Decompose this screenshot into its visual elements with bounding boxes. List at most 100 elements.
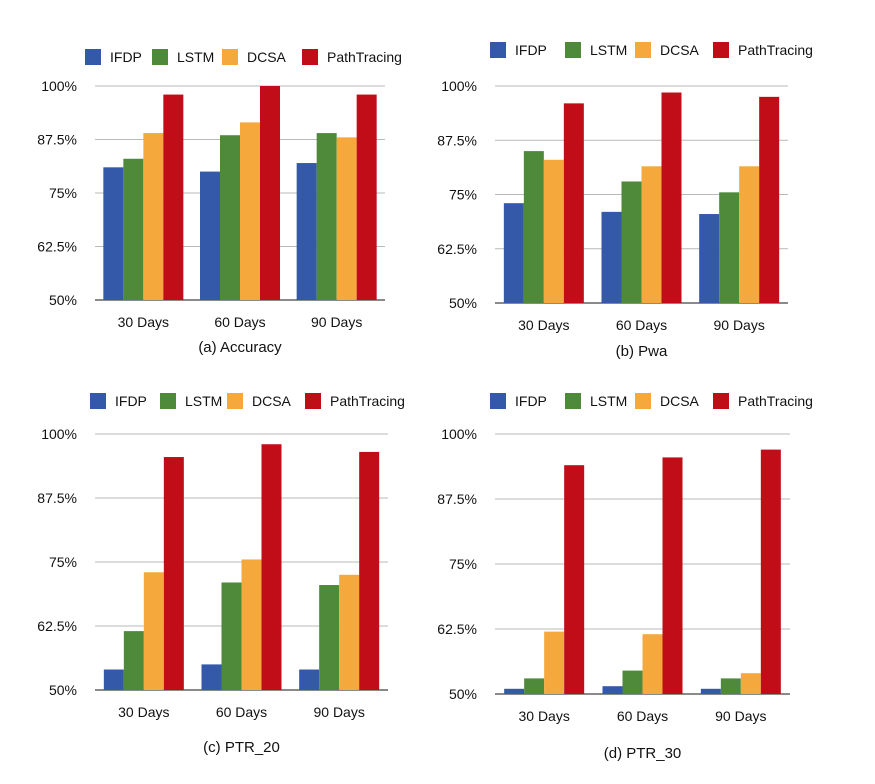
- bar-ifdp-2: [200, 171, 220, 300]
- bar-pathtracing-3: [359, 451, 380, 690]
- bar-pathtracing-2: [260, 86, 280, 300]
- chart-caption: (a) Accuracy: [198, 339, 282, 356]
- y-tick-label: 50%: [449, 686, 477, 702]
- legend-label-lstm: LSTM: [590, 42, 627, 58]
- y-tick-label: 75%: [49, 554, 77, 570]
- bar-dcsa-3: [339, 574, 360, 690]
- bar-pathtracing-1: [564, 465, 585, 694]
- legend-label-ifdp: IFDP: [515, 42, 547, 58]
- y-tick-label: 100%: [41, 78, 77, 94]
- chart-panel-2: 50% 62.5% 75% 87.5% 100% 30 Days 60 Days 90 Day…: [437, 42, 813, 360]
- chart-caption: (b) Pwa: [616, 343, 668, 360]
- legend-label-dcsa: DCSA: [252, 393, 292, 409]
- bar-pathtracing-2: [662, 457, 683, 694]
- y-tick-label: 62.5%: [437, 621, 477, 637]
- x-tick-label: 90 Days: [311, 314, 362, 330]
- bar-ifdp-3: [700, 688, 721, 694]
- legend-label-lstm: LSTM: [185, 393, 222, 409]
- bar-pathtracing-1: [163, 457, 184, 690]
- y-tick-label: 100%: [441, 78, 477, 94]
- legend-swatch-dcsa: [635, 42, 651, 58]
- bar-lstm-1: [523, 151, 544, 303]
- y-tick-label: 75%: [449, 187, 477, 203]
- y-tick-label: 87.5%: [437, 491, 477, 507]
- y-tick-label: 87.5%: [437, 132, 477, 148]
- bar-lstm-3: [316, 133, 337, 300]
- legend-swatch-lstm: [152, 49, 168, 65]
- x-tick-label: 30 Days: [118, 704, 169, 720]
- bar-pathtracing-3: [356, 94, 377, 300]
- legend-label-ifdp: IFDP: [115, 393, 147, 409]
- x-tick-label: 60 Days: [216, 704, 267, 720]
- bar-pathtracing-3: [759, 96, 780, 303]
- bar-lstm-2: [621, 181, 642, 303]
- bar-lstm-2: [622, 670, 643, 694]
- legend-label-pathtracing: PathTracing: [738, 393, 813, 409]
- bar-pathtracing-1: [563, 103, 584, 303]
- bar-ifdp-1: [504, 688, 525, 694]
- bar-ifdp-2: [602, 686, 623, 694]
- bar-dcsa-3: [740, 673, 761, 694]
- x-tick-label: 60 Days: [214, 314, 265, 330]
- bar-pathtracing-2: [261, 444, 282, 690]
- bar-lstm-3: [319, 585, 340, 690]
- x-tick-label: 30 Days: [118, 314, 169, 330]
- y-tick-label: 62.5%: [437, 241, 477, 257]
- legend-label-pathtracing: PathTracing: [330, 393, 405, 409]
- legend-label-pathtracing: PathTracing: [738, 42, 813, 58]
- legend-swatch-ifdp: [490, 42, 506, 58]
- legend-swatch-pathtracing: [302, 49, 318, 65]
- legend-label-dcsa: DCSA: [247, 49, 287, 65]
- legend-label-ifdp: IFDP: [515, 393, 547, 409]
- bar-lstm-3: [719, 192, 740, 303]
- y-tick-label: 87.5%: [37, 132, 77, 148]
- legend-swatch-lstm: [160, 393, 176, 409]
- y-tick-label: 50%: [49, 292, 77, 308]
- x-tick-label: 60 Days: [616, 317, 667, 333]
- legend-label-dcsa: DCSA: [660, 42, 700, 58]
- bar-lstm-1: [123, 631, 144, 690]
- bar-lstm-3: [720, 678, 741, 694]
- legend-swatch-lstm: [565, 42, 581, 58]
- bar-ifdp-3: [699, 214, 720, 303]
- chart-caption: (c) PTR_20: [203, 739, 280, 756]
- chart-panel-1: 50% 62.5% 75% 87.5% 100% 30 Days 60 Days 90 Day…: [37, 49, 402, 356]
- legend-label-lstm: LSTM: [590, 393, 627, 409]
- x-tick-label: 90 Days: [313, 704, 364, 720]
- bar-dcsa-2: [240, 122, 260, 300]
- x-tick-label: 90 Days: [715, 708, 766, 724]
- bar-lstm-2: [220, 135, 240, 300]
- bar-lstm-2: [221, 582, 242, 690]
- legend-swatch-dcsa: [222, 49, 238, 65]
- bar-dcsa-2: [641, 166, 662, 303]
- y-tick-label: 87.5%: [37, 490, 77, 506]
- chart-panel-4: 50% 62.5% 75% 87.5% 100% 30 Days 60 Days 90 Day…: [437, 393, 813, 762]
- chart-caption: (d) PTR_30: [604, 745, 682, 762]
- legend-label-dcsa: DCSA: [660, 393, 700, 409]
- bar-pathtracing-1: [163, 94, 184, 300]
- chart-panel-3: 50% 62.5% 75% 87.5% 100% 30 Days 60 Days 90 Day…: [37, 393, 405, 756]
- x-tick-label: 30 Days: [518, 708, 569, 724]
- y-tick-label: 75%: [49, 185, 77, 201]
- bar-pathtracing-3: [760, 449, 781, 694]
- bar-dcsa-1: [543, 159, 564, 303]
- bar-dcsa-2: [642, 634, 663, 694]
- legend-swatch-dcsa: [635, 393, 651, 409]
- y-tick-label: 100%: [441, 426, 477, 442]
- bar-ifdp-3: [299, 669, 320, 690]
- y-tick-label: 50%: [449, 295, 477, 311]
- legend-swatch-pathtracing: [713, 393, 729, 409]
- y-tick-label: 100%: [41, 426, 77, 442]
- bar-lstm-1: [524, 678, 545, 694]
- bar-ifdp-3: [296, 163, 317, 300]
- y-tick-label: 50%: [49, 682, 77, 698]
- bar-ifdp-2: [601, 211, 622, 303]
- bar-ifdp-1: [503, 203, 524, 303]
- legend-swatch-dcsa: [227, 393, 243, 409]
- legend-label-ifdp: IFDP: [110, 49, 142, 65]
- x-tick-label: 90 Days: [713, 317, 764, 333]
- legend-swatch-pathtracing: [305, 393, 321, 409]
- legend-swatch-lstm: [565, 393, 581, 409]
- y-tick-label: 75%: [449, 556, 477, 572]
